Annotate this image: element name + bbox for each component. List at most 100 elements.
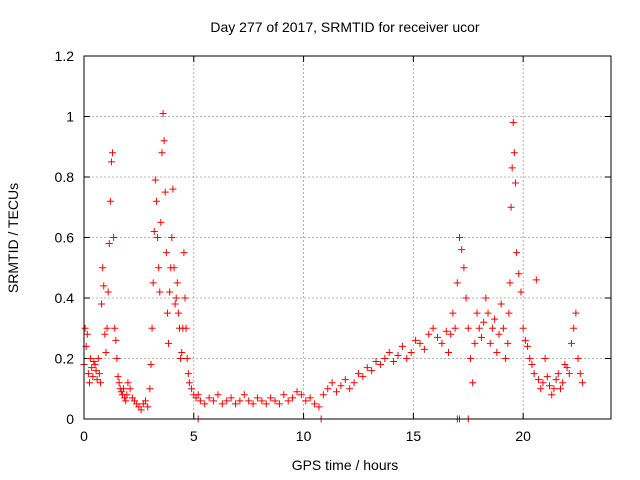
data-point	[548, 391, 556, 399]
data-point	[159, 109, 167, 117]
data-point	[324, 385, 332, 393]
data-point	[151, 176, 159, 184]
data-point	[141, 397, 149, 405]
data-point	[280, 391, 288, 399]
data-point	[434, 333, 442, 341]
data-point	[194, 391, 202, 399]
data-point	[182, 324, 190, 332]
data-point	[113, 355, 121, 362]
data-point	[546, 382, 554, 390]
y-tick-label: 0.2	[55, 351, 75, 367]
data-point	[519, 324, 527, 332]
data-point	[160, 137, 168, 145]
data-point	[509, 119, 517, 127]
data-point	[506, 279, 514, 287]
data-point	[89, 373, 97, 381]
data-point	[302, 397, 310, 405]
data-point	[319, 391, 327, 399]
data-point	[572, 309, 580, 317]
data-point	[111, 324, 119, 332]
data-point	[412, 336, 420, 344]
data-point	[137, 406, 145, 414]
data-point	[385, 348, 393, 356]
data-point	[449, 309, 457, 317]
data-point	[170, 264, 178, 272]
data-point	[429, 324, 437, 332]
data-point	[333, 388, 341, 396]
data-point	[570, 324, 578, 332]
data-point	[535, 376, 543, 384]
data-point	[168, 234, 176, 241]
data-point	[480, 318, 488, 326]
data-point	[337, 382, 345, 390]
data-point	[100, 282, 108, 290]
data-point	[306, 394, 314, 402]
data-point	[161, 188, 169, 196]
data-point	[363, 364, 371, 372]
data-point	[163, 309, 171, 317]
data-point	[491, 315, 499, 323]
data-point	[293, 388, 301, 396]
data-point	[98, 300, 106, 308]
data-point	[475, 324, 483, 332]
x-tick-label: 20	[515, 428, 531, 444]
data-point	[554, 370, 562, 378]
data-point	[178, 348, 186, 356]
chart-title: Day 277 of 2017, SRMTID for receiver uco…	[210, 19, 480, 35]
data-point	[240, 391, 248, 399]
data-point	[174, 309, 182, 317]
y-tick-label: 0	[66, 411, 74, 427]
data-point	[171, 300, 179, 308]
data-point	[539, 379, 547, 387]
data-points	[80, 109, 586, 423]
data-point	[148, 324, 156, 332]
data-point	[284, 397, 292, 405]
data-point	[146, 385, 154, 393]
data-point	[232, 400, 240, 408]
data-point	[376, 361, 384, 369]
data-point	[528, 361, 536, 369]
data-point	[574, 355, 582, 362]
data-point	[99, 264, 107, 272]
data-point	[521, 336, 529, 344]
data-point	[425, 330, 433, 338]
data-point	[84, 370, 92, 378]
data-point	[451, 324, 459, 332]
data-point	[297, 391, 305, 399]
data-point	[177, 355, 185, 362]
data-point	[105, 240, 113, 248]
y-axis-label: SRMTID / TECUs	[5, 183, 21, 293]
y-tick-label: 1	[66, 109, 74, 125]
data-point	[350, 379, 358, 387]
data-point	[196, 397, 204, 405]
data-point	[471, 339, 479, 347]
data-point	[156, 288, 164, 296]
data-point	[81, 324, 89, 332]
data-point	[328, 379, 336, 387]
data-point	[253, 394, 261, 402]
data-point	[359, 373, 367, 381]
data-point	[110, 234, 118, 241]
data-point	[477, 333, 485, 341]
data-point	[484, 309, 492, 317]
data-point	[390, 358, 398, 366]
data-point	[101, 330, 109, 338]
data-point	[149, 279, 157, 287]
data-point	[469, 379, 477, 387]
data-point	[403, 355, 411, 362]
data-point	[92, 367, 100, 375]
data-point	[453, 279, 461, 287]
data-point	[541, 355, 549, 362]
data-point	[502, 355, 510, 362]
data-point	[311, 400, 319, 408]
data-point	[155, 264, 163, 272]
data-point	[267, 394, 275, 402]
data-point	[505, 309, 513, 317]
data-point	[249, 400, 257, 408]
data-point	[482, 294, 490, 302]
x-axis-label: GPS time / hours	[292, 457, 399, 473]
data-point	[513, 249, 521, 257]
data-point	[184, 370, 192, 378]
data-point	[154, 234, 162, 241]
data-point	[180, 249, 188, 257]
